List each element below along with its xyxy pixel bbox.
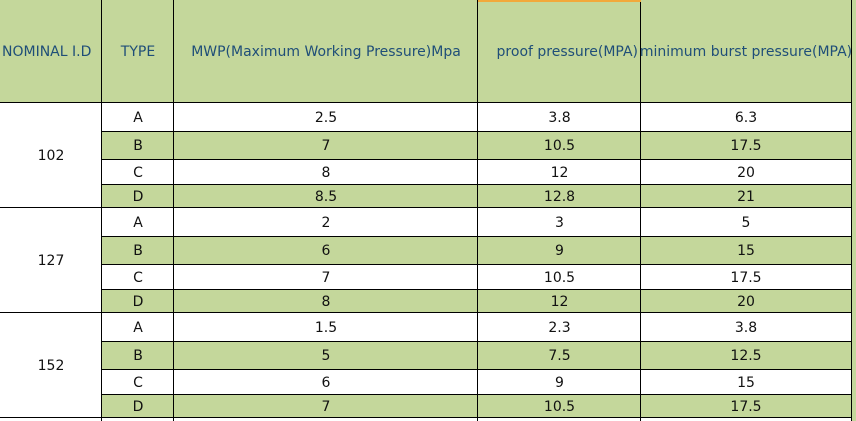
proof-pressure-cell[interactable]: 9 [478, 237, 641, 265]
group-separator [0, 417, 851, 418]
type-cell[interactable]: D [102, 185, 174, 208]
burst-pressure-cell[interactable]: 17.5 [641, 395, 851, 418]
column-line [640, 0, 641, 421]
adjacent-column-edge [852, 0, 856, 421]
proof-pressure-cell[interactable]: 3.8 [478, 103, 641, 132]
mwp-cell[interactable]: 7 [174, 132, 478, 160]
header-proof-pressure[interactable]: proof pressure(MPA) [478, 0, 641, 103]
type-cell[interactable]: A [102, 103, 174, 132]
header-mwp[interactable]: MWP(Maximum Working Pressure)Mpa [174, 0, 478, 103]
proof-pressure-cell[interactable]: 12.8 [478, 185, 641, 208]
column-line [173, 0, 174, 421]
mwp-cell[interactable]: 6 [174, 237, 478, 265]
mwp-cell[interactable]: 6 [174, 370, 478, 395]
proof-pressure-cell[interactable]: 12 [478, 160, 641, 185]
proof-pressure-cell[interactable]: 2.3 [478, 313, 641, 342]
proof-pressure-cell[interactable]: 12 [478, 290, 641, 313]
header-type[interactable]: TYPE [102, 0, 174, 103]
burst-pressure-cell[interactable]: 17.5 [641, 132, 851, 160]
row-separator [102, 159, 851, 160]
type-cell[interactable]: D [102, 395, 174, 418]
burst-pressure-cell[interactable]: 3.8 [641, 313, 851, 342]
row-separator [102, 264, 851, 265]
row-separator [102, 184, 851, 185]
nominal-id-cell[interactable]: 102 [0, 103, 102, 208]
mwp-cell[interactable]: 8 [174, 160, 478, 185]
mwp-cell[interactable]: 7 [174, 395, 478, 418]
mwp-cell[interactable]: 2.5 [174, 103, 478, 132]
mwp-cell[interactable]: 5 [174, 342, 478, 370]
proof-pressure-cell[interactable]: 10.5 [478, 395, 641, 418]
type-cell[interactable]: B [102, 237, 174, 265]
mwp-cell[interactable]: 8.5 [174, 185, 478, 208]
type-cell[interactable]: C [102, 265, 174, 290]
type-cell[interactable]: C [102, 370, 174, 395]
row-separator [102, 131, 851, 132]
burst-pressure-cell[interactable]: 15 [641, 370, 851, 395]
header-burst-pressure[interactable]: minimum burst pressure(MPA) [641, 0, 851, 103]
group-separator [0, 312, 851, 313]
mwp-cell[interactable]: 2 [174, 208, 478, 237]
group-separator [0, 207, 851, 208]
burst-pressure-cell[interactable]: 12.5 [641, 342, 851, 370]
row-separator [102, 236, 851, 237]
proof-pressure-cell[interactable]: 9 [478, 370, 641, 395]
burst-pressure-cell[interactable]: 21 [641, 185, 851, 208]
row-separator [102, 341, 851, 342]
header-nominal-id[interactable]: NOMINAL I.D [0, 0, 102, 103]
proof-pressure-cell[interactable]: 7.5 [478, 342, 641, 370]
mwp-cell[interactable]: 7 [174, 265, 478, 290]
column-selection-accent [478, 0, 641, 2]
row-separator [102, 394, 851, 395]
proof-pressure-cell[interactable]: 3 [478, 208, 641, 237]
header-bottom-line [0, 102, 851, 103]
type-cell[interactable]: D [102, 290, 174, 313]
nominal-id-cell[interactable]: 152 [0, 313, 102, 418]
column-line [101, 0, 102, 421]
column-line [851, 0, 852, 421]
type-cell[interactable]: C [102, 160, 174, 185]
proof-pressure-cell[interactable]: 10.5 [478, 265, 641, 290]
type-cell[interactable]: B [102, 132, 174, 160]
type-cell[interactable]: A [102, 313, 174, 342]
nominal-id-cell[interactable]: 127 [0, 208, 102, 313]
column-line [477, 0, 478, 421]
burst-pressure-cell[interactable]: 6.3 [641, 103, 851, 132]
burst-pressure-cell[interactable]: 20 [641, 290, 851, 313]
burst-pressure-cell[interactable]: 20 [641, 160, 851, 185]
mwp-cell[interactable]: 1.5 [174, 313, 478, 342]
row-separator [102, 369, 851, 370]
proof-pressure-cell[interactable]: 10.5 [478, 132, 641, 160]
burst-pressure-cell[interactable]: 5 [641, 208, 851, 237]
type-cell[interactable]: A [102, 208, 174, 237]
type-cell[interactable]: B [102, 342, 174, 370]
mwp-cell[interactable]: 8 [174, 290, 478, 313]
burst-pressure-cell[interactable]: 15 [641, 237, 851, 265]
row-separator [102, 289, 851, 290]
burst-pressure-cell[interactable]: 17.5 [641, 265, 851, 290]
